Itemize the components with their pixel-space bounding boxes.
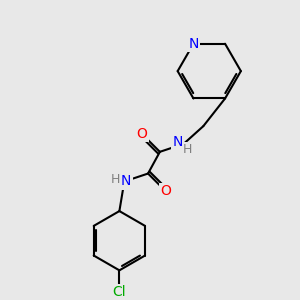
Text: N: N	[188, 37, 199, 51]
Text: Cl: Cl	[112, 285, 126, 299]
Text: H: H	[111, 173, 120, 186]
Text: N: N	[172, 135, 183, 149]
Text: O: O	[137, 127, 148, 141]
Text: N: N	[121, 174, 131, 188]
Text: H: H	[183, 143, 192, 156]
Text: O: O	[160, 184, 171, 198]
